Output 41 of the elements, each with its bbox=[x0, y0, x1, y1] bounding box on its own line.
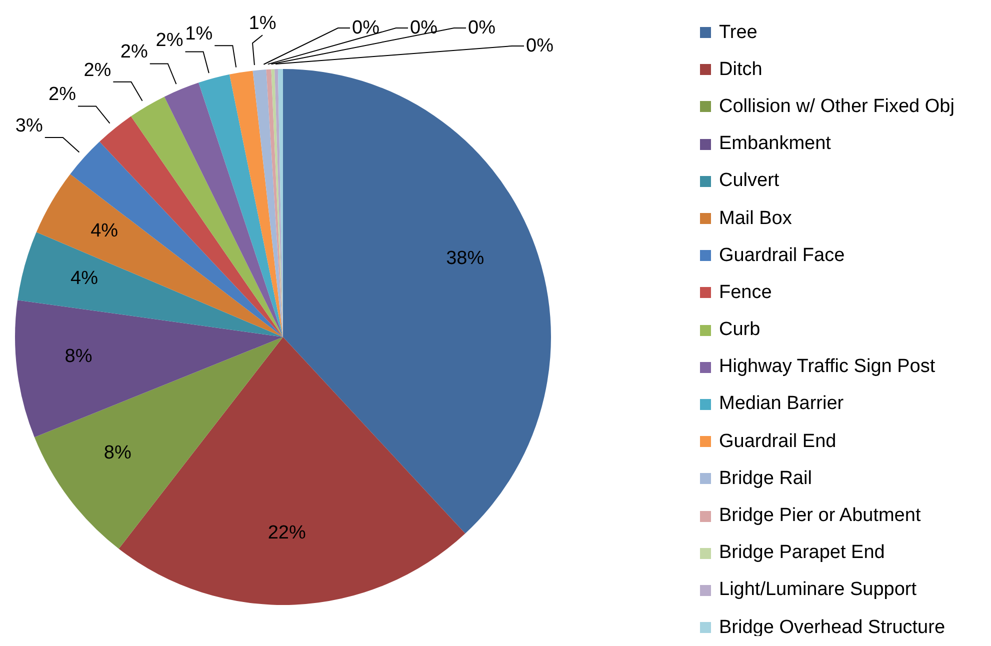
legend-label: Bridge Pier or Abutment bbox=[719, 505, 921, 528]
legend-label: Guardrail Face bbox=[719, 244, 845, 267]
data-label: 0% bbox=[410, 18, 438, 38]
legend-label: Median Barrier bbox=[719, 393, 844, 416]
data-label: 8% bbox=[64, 346, 92, 368]
data-label: 0% bbox=[468, 18, 496, 38]
legend-label: Light/Luminare Support bbox=[719, 579, 917, 602]
data-label: 2% bbox=[48, 84, 76, 106]
pie-slice bbox=[252, 70, 283, 337]
legend-label: Culvert bbox=[719, 170, 780, 192]
legend-label: Bridge Parapet End bbox=[719, 542, 885, 564]
legend-label: Guardrail End bbox=[719, 430, 836, 453]
legend-label: Ditch bbox=[719, 58, 762, 81]
legend-label: Curb bbox=[719, 319, 760, 342]
data-label: 0% bbox=[526, 36, 554, 56]
data-label: 2% bbox=[120, 42, 148, 63]
pie-slice bbox=[229, 70, 283, 337]
pie-slice bbox=[130, 96, 283, 337]
legend-label: Tree bbox=[719, 22, 758, 44]
legend-label: Embankment bbox=[719, 133, 831, 156]
pie-slice bbox=[36, 174, 283, 337]
pie-slice bbox=[164, 82, 283, 337]
data-label: 4% bbox=[90, 220, 118, 242]
legend-label: Bridge Rail bbox=[719, 468, 812, 490]
pie-slice bbox=[15, 300, 283, 438]
data-label: 3% bbox=[15, 116, 43, 136]
data-label: 22% bbox=[268, 522, 306, 544]
pie-slice bbox=[198, 74, 283, 337]
legend-label: Mail Box bbox=[719, 208, 792, 230]
legend-label: Fence bbox=[719, 282, 772, 304]
data-label: 38% bbox=[446, 248, 484, 270]
data-label: 2% bbox=[84, 60, 112, 81]
data-label: 0% bbox=[352, 18, 380, 38]
data-label: 2% bbox=[156, 30, 184, 51]
data-label: 4% bbox=[70, 268, 98, 289]
legend-label: Highway Traffic Sign Post bbox=[719, 356, 936, 378]
data-label: 1% bbox=[185, 24, 213, 45]
pie-slice bbox=[70, 142, 283, 337]
data-label: 8% bbox=[104, 442, 132, 464]
data-label: 1% bbox=[248, 13, 276, 34]
legend-label: Collision w/ Other Fixed Obj bbox=[719, 96, 954, 118]
